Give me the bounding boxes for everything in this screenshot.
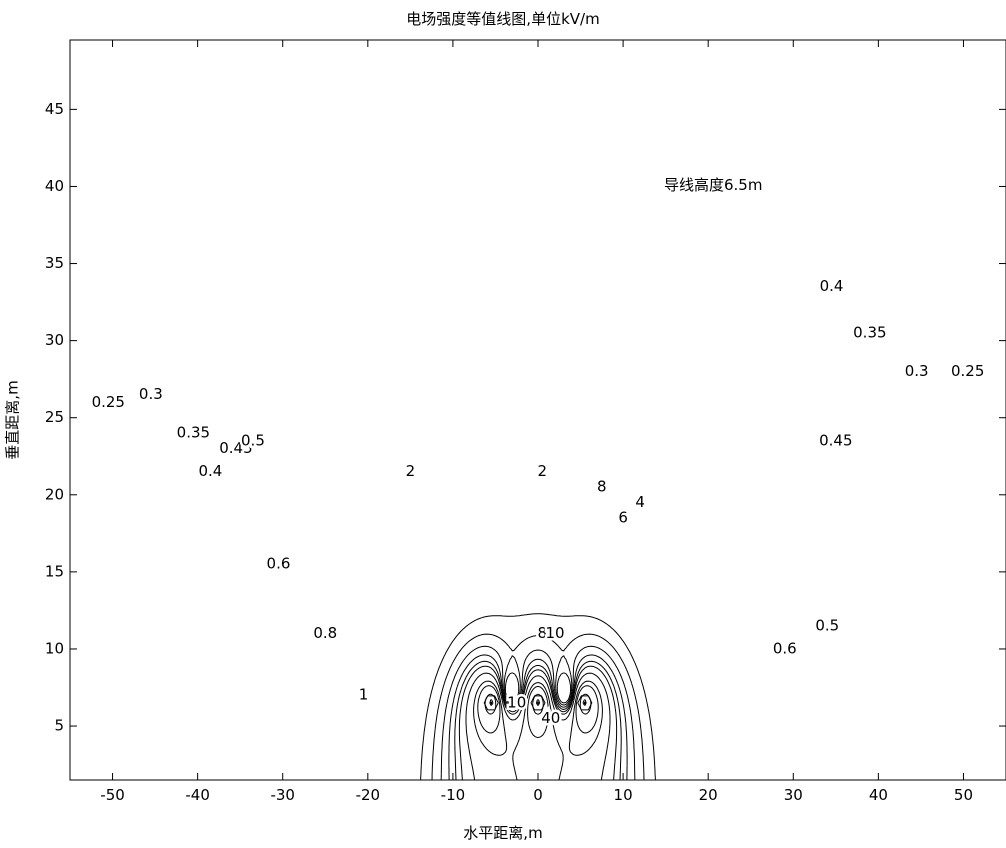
- chart-title: 电场强度等值线图,单位kV/m: [406, 10, 600, 28]
- contour-line: [454, 660, 622, 781]
- contour-label: 0.8: [313, 624, 337, 642]
- contour-label: 8: [537, 624, 547, 642]
- y-tick-label: 10: [45, 639, 64, 657]
- contour-label: 40: [541, 709, 560, 727]
- contour-label: 0.35: [177, 424, 210, 442]
- contour-label: 6: [618, 508, 628, 526]
- x-tick-label: 20: [699, 786, 718, 804]
- conductor-marker: [577, 695, 593, 711]
- contour-label: 1: [359, 686, 369, 704]
- y-tick-label: 45: [45, 100, 64, 118]
- x-tick-label: 30: [784, 786, 803, 804]
- contour-line: [448, 654, 628, 780]
- contour-label: 0.4: [198, 462, 222, 480]
- y-tick-label: 40: [45, 177, 64, 195]
- contour-line: [465, 672, 611, 781]
- contour-line: [477, 685, 599, 739]
- y-axis: 5 10 15 20 25 30 35 40 45: [45, 100, 1006, 735]
- y-tick-label: 20: [45, 485, 64, 503]
- y-tick-label: 35: [45, 254, 64, 272]
- contour-label: 0.5: [241, 431, 265, 449]
- x-tick-label: -50: [100, 786, 125, 804]
- contour-label: 8: [597, 478, 607, 496]
- contour-label: 0.3: [139, 385, 163, 403]
- y-axis-label: 垂直距离,m: [3, 380, 22, 460]
- y-tick-label: 5: [54, 717, 64, 735]
- contour-line: [440, 645, 636, 780]
- contour-label: 0.5: [815, 616, 839, 634]
- x-tick-label: 0: [533, 786, 543, 804]
- y-tick-label: 30: [45, 331, 64, 349]
- x-axis-label: 水平距离,m: [463, 824, 543, 842]
- plot-area-frame: [69, 39, 1006, 781]
- x-tick-label: -20: [356, 786, 381, 804]
- contour-label: 2: [406, 462, 416, 480]
- contour-label: 0.25: [92, 393, 125, 411]
- contour-label: 0.6: [773, 639, 797, 657]
- contour-label: 0.6: [267, 555, 291, 573]
- x-tick-label: -10: [441, 786, 466, 804]
- x-tick-label: 10: [614, 786, 633, 804]
- contour-label: 0.4: [820, 277, 844, 295]
- conductor-marker: [530, 695, 546, 711]
- contour-label: 0.35: [853, 323, 886, 341]
- x-tick-label: -30: [270, 786, 295, 804]
- contour-lines: [420, 613, 656, 781]
- x-axis: -50 -40 -30 -20 -10 0 10 20 30 40 50: [100, 40, 973, 804]
- contour-label: 0.3: [905, 362, 929, 380]
- contour-label: 0.25: [951, 362, 984, 380]
- contour-label: 4: [635, 493, 645, 511]
- conductor-height-annotation: 导线高度6.5m: [664, 176, 763, 194]
- y-tick-label: 25: [45, 408, 64, 426]
- contour-label: 10: [507, 693, 526, 711]
- contour-label-layer: 0.25 0.30.350.40.450.50.60.812 28468101040…: [89, 275, 987, 730]
- y-tick-label: 15: [45, 562, 64, 580]
- contour-label: 10: [545, 624, 564, 642]
- contour-line: [473, 680, 603, 781]
- conductor-marker: [483, 695, 499, 711]
- x-tick-label: 40: [869, 786, 888, 804]
- x-tick-label: 50: [954, 786, 973, 804]
- contour-label: 0.45: [219, 439, 252, 457]
- contour-label: 2: [537, 462, 547, 480]
- contour-line: [431, 633, 645, 781]
- x-tick-label: -40: [185, 786, 210, 804]
- contour-label: 0.45: [819, 431, 852, 449]
- contour-line: [420, 613, 656, 781]
